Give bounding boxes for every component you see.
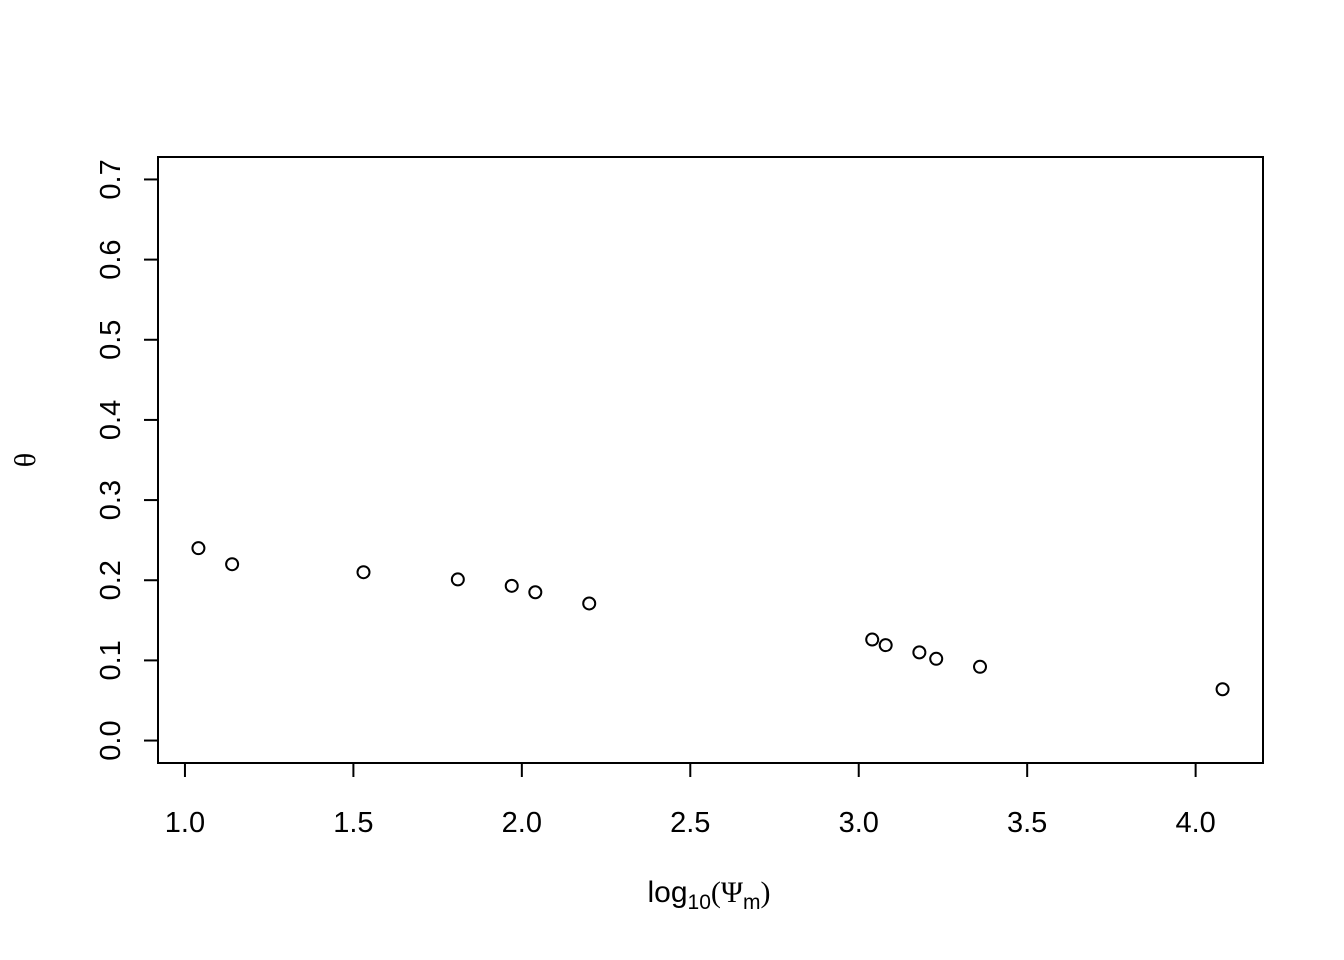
x-tick-label: 2.0 — [502, 807, 542, 839]
data-points — [191, 541, 1230, 697]
x-axis-title: log10(Ψm) — [647, 876, 770, 914]
y-tick-label: 0.2 — [95, 560, 127, 600]
data-point — [191, 541, 206, 556]
y-tick-label: 0.4 — [95, 400, 127, 440]
data-point — [929, 651, 944, 666]
y-tick-label: 0.3 — [95, 480, 127, 520]
y-axis: 0.0 0.1 0.2 0.3 0.4 0.5 0.6 0.7 — [95, 159, 159, 761]
data-point — [356, 565, 371, 580]
data-point — [878, 638, 893, 653]
x-tick-label: 2.5 — [670, 807, 710, 839]
y-tick-label: 0.5 — [95, 320, 127, 360]
x-tick-label: 4.0 — [1175, 807, 1215, 839]
x-tick-label: 3.0 — [839, 807, 879, 839]
data-point — [1215, 682, 1230, 697]
x-axis-title-open-paren: ( — [711, 876, 721, 909]
data-point — [973, 659, 988, 674]
y-tick-label: 0.6 — [95, 239, 127, 279]
y-tick-label: 0.0 — [95, 720, 127, 760]
data-point — [912, 645, 927, 660]
data-point — [225, 557, 240, 572]
data-point — [450, 572, 465, 587]
x-tick-label: 1.5 — [333, 807, 373, 839]
x-axis-title-subscript: 10 — [688, 891, 711, 914]
x-axis-title-base: log — [647, 876, 687, 909]
y-axis-title: θ — [9, 453, 42, 467]
data-point — [582, 596, 597, 611]
x-tick-label: 1.0 — [165, 807, 205, 839]
x-axis-title-close-paren: ) — [761, 876, 771, 909]
x-axis: 1.0 1.5 2.0 2.5 3.0 3.5 4.0 — [165, 762, 1216, 839]
data-point — [528, 585, 543, 600]
x-tick-label: 3.5 — [1007, 807, 1047, 839]
y-tick-label: 0.7 — [95, 159, 127, 199]
x-axis-title-symbol-subscript: m — [743, 891, 761, 914]
data-point — [504, 578, 519, 593]
data-point — [865, 632, 880, 647]
plot-frame — [157, 156, 1264, 764]
x-axis-title-symbol: Ψ — [721, 876, 744, 909]
y-tick-label: 0.1 — [95, 640, 127, 680]
